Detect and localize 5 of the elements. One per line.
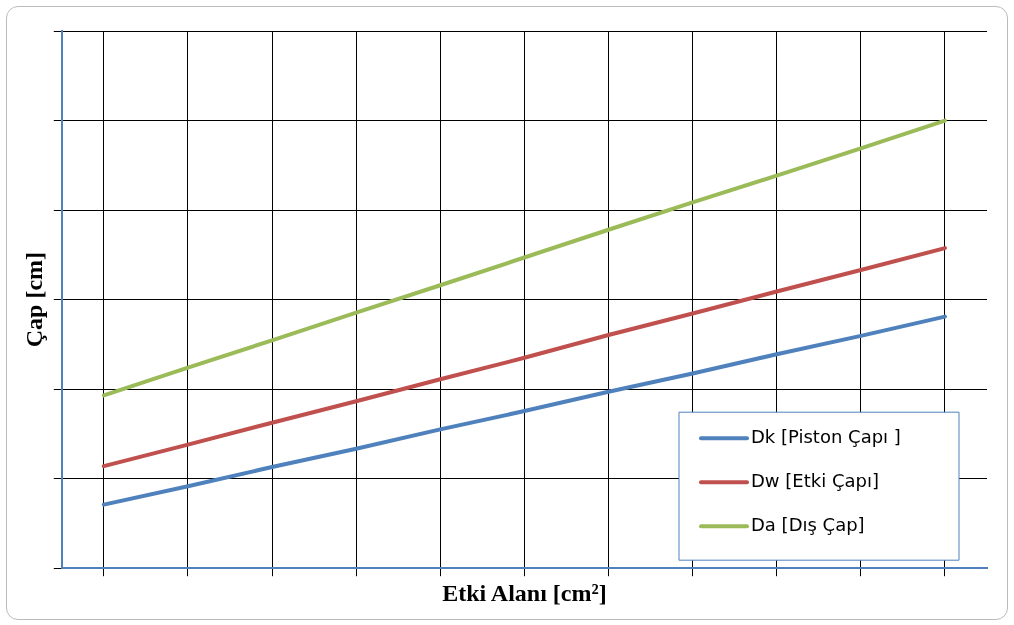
legend-label: Dk [Piston Çapı ] xyxy=(751,425,901,447)
y-axis-title: Çap [cm] xyxy=(20,251,47,348)
legend-label: Dw [Etki Çapı] xyxy=(751,469,879,491)
x-axis-title: Etki Alanı [cm²] xyxy=(442,579,607,606)
legend-label: Da [Dış Çap] xyxy=(751,513,865,535)
